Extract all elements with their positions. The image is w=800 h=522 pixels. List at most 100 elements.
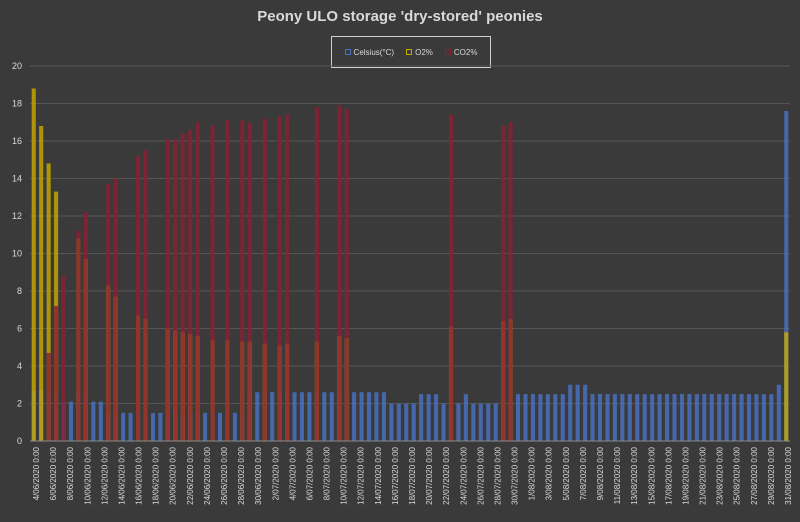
bar-celsius [359, 392, 364, 441]
x-tick-label: 17/08/2020 0:00 [664, 446, 673, 504]
bar-co2 [76, 231, 81, 441]
legend-item-celsius: Celsius(°C) [344, 47, 395, 57]
bar-co2 [165, 139, 170, 441]
bar-celsius [329, 392, 334, 441]
legend: Celsius(°C) O2% CO2% [331, 36, 491, 68]
bar-co2 [277, 116, 282, 441]
x-tick-label: 3/08/2020 0:00 [545, 446, 554, 500]
x-tick-label: 14/07/2020 0:00 [374, 446, 383, 504]
bar-co2 [240, 120, 245, 441]
bar-o2 [784, 332, 789, 441]
x-tick-label: 26/07/2020 0:00 [476, 446, 485, 504]
bar-co2 [143, 150, 148, 441]
bar-celsius [642, 394, 647, 441]
x-tick-label: 25/08/2020 0:00 [733, 446, 742, 504]
x-tick-label: 2/07/2020 0:00 [271, 446, 280, 500]
bar-celsius [530, 394, 535, 441]
x-tick-label: 21/08/2020 0:00 [699, 446, 708, 504]
bar-co2 [135, 156, 141, 441]
x-tick-label: 11/08/2020 0:00 [613, 446, 622, 504]
y-tick-label: 12 [12, 211, 22, 221]
bar-o2 [46, 163, 51, 441]
bar-celsius [679, 394, 685, 441]
bar-celsius [478, 403, 483, 441]
x-tick-label: 6/07/2020 0:00 [305, 446, 314, 500]
bar-celsius [493, 403, 498, 441]
bar-celsius [292, 392, 297, 441]
bar-celsius [434, 394, 439, 441]
x-tick-label: 30/06/2020 0:00 [254, 446, 263, 504]
bar-celsius [523, 394, 528, 441]
x-tick-label: 13/08/2020 0:00 [630, 446, 639, 504]
y-tick-label: 10 [12, 249, 22, 259]
x-tick-label: 30/07/2020 0:00 [511, 446, 520, 504]
y-tick-label: 0 [17, 436, 22, 446]
y-tick-label: 6 [17, 324, 22, 334]
bar-celsius [650, 394, 655, 441]
bar-celsius [471, 403, 476, 441]
x-tick-label: 23/08/2020 0:00 [716, 446, 725, 504]
bar-celsius [627, 394, 632, 441]
bar-celsius [374, 392, 379, 441]
bar-co2 [106, 184, 111, 441]
bar-celsius [784, 111, 789, 441]
bar-co2 [210, 126, 215, 441]
bar-o2 [39, 126, 44, 441]
chart-title: Peony ULO storage 'dry-stored' peonies [257, 8, 543, 25]
x-tick-label: 18/06/2020 0:00 [152, 446, 161, 504]
bar-co2 [46, 352, 51, 441]
y-tick-label: 18 [12, 99, 22, 109]
bar-celsius [545, 394, 550, 441]
x-tick-label: 10/07/2020 0:00 [340, 446, 349, 504]
x-tick-label: 22/07/2020 0:00 [442, 446, 451, 504]
bar-celsius [702, 394, 707, 441]
legend-swatch-o2 [406, 49, 413, 55]
bar-co2 [508, 122, 513, 441]
x-tick-label: 1/08/2020 0:00 [528, 446, 537, 500]
x-tick-label: 20/07/2020 0:00 [425, 446, 434, 504]
x-tick-label: 4/06/2020 0:00 [32, 446, 41, 500]
bar-celsius [486, 403, 491, 441]
legend-label-celsius: Celsius(°C) [353, 47, 395, 57]
bar-celsius [456, 403, 461, 441]
bar-celsius [694, 394, 699, 441]
legend-item-o2: O2% [406, 48, 433, 57]
bar-celsius [68, 401, 74, 441]
bar-celsius [665, 394, 670, 441]
bar-celsius [121, 412, 126, 441]
legend-swatch-celsius [344, 49, 351, 55]
x-tick-label: 24/07/2020 0:00 [459, 446, 468, 504]
x-tick-label: 15/08/2020 0:00 [647, 446, 656, 504]
bar-co2 [344, 109, 349, 441]
bar-celsius [307, 392, 312, 441]
bar-celsius [575, 384, 580, 441]
bar-celsius [515, 394, 521, 441]
y-tick-label: 2 [17, 399, 22, 409]
y-tick-label: 20 [12, 61, 22, 71]
bar-celsius [754, 394, 759, 441]
y-tick-label: 4 [17, 361, 22, 371]
bar-celsius [322, 392, 327, 441]
bar-celsius [553, 394, 558, 441]
bar-co2 [188, 129, 193, 441]
bar-celsius [150, 412, 155, 441]
y-tick-label: 16 [12, 136, 22, 146]
y-tick-label: 8 [17, 286, 22, 296]
bar-celsius [389, 403, 394, 441]
bar-celsius [612, 394, 617, 441]
x-tick-label: 12/07/2020 0:00 [357, 446, 366, 504]
bar-celsius [605, 394, 610, 441]
bar-celsius [717, 394, 722, 441]
bar-celsius [426, 394, 431, 441]
bar-celsius [411, 403, 416, 441]
x-tick-label: 28/06/2020 0:00 [237, 446, 246, 504]
bar-co2 [180, 133, 185, 441]
x-tick-label: 19/08/2020 0:00 [681, 446, 690, 504]
bar-celsius [366, 392, 372, 441]
x-tick-label: 12/06/2020 0:00 [100, 446, 109, 504]
legend-label-o2: O2% [415, 47, 433, 57]
bar-celsius [568, 384, 573, 441]
bar-celsius [635, 394, 640, 441]
x-tick-label: 24/06/2020 0:00 [203, 446, 212, 504]
bar-celsius [232, 412, 237, 441]
